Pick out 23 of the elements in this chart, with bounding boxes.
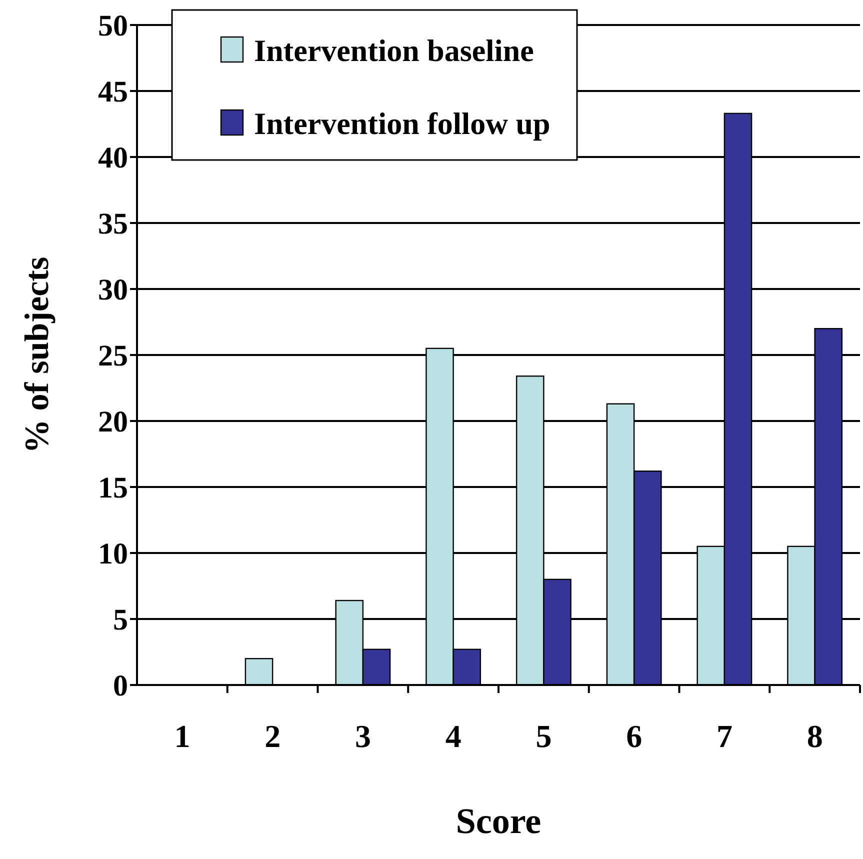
y-tick-label: 20 <box>98 406 128 438</box>
x-tick-label: 2 <box>264 718 281 754</box>
x-tick-label: 1 <box>174 718 190 754</box>
x-axis-title: Score <box>456 801 542 841</box>
y-tick-label: 0 <box>113 670 128 702</box>
legend-label: Intervention follow up <box>254 106 550 141</box>
x-tick-label: 4 <box>445 718 462 754</box>
x-tick-label: 5 <box>536 718 552 754</box>
y-tick-label: 5 <box>113 604 128 636</box>
y-tick-label: 10 <box>98 538 128 570</box>
legend-label: Intervention baseline <box>254 32 534 68</box>
y-tick-label: 45 <box>98 76 128 108</box>
y-tick-label: 40 <box>98 142 128 174</box>
y-tick-label: 30 <box>98 274 128 306</box>
x-tick-label: 3 <box>354 718 371 754</box>
y-axis-title: % of subjects <box>19 256 56 454</box>
x-tick-label: 6 <box>626 718 642 754</box>
y-tick-label: 35 <box>98 208 128 240</box>
y-tick-label: 50 <box>98 10 128 42</box>
x-tick-label: 8 <box>806 718 823 754</box>
y-tick-label: 15 <box>98 472 128 504</box>
y-tick-label: 25 <box>98 340 128 372</box>
x-tick-label: 7 <box>716 718 732 754</box>
